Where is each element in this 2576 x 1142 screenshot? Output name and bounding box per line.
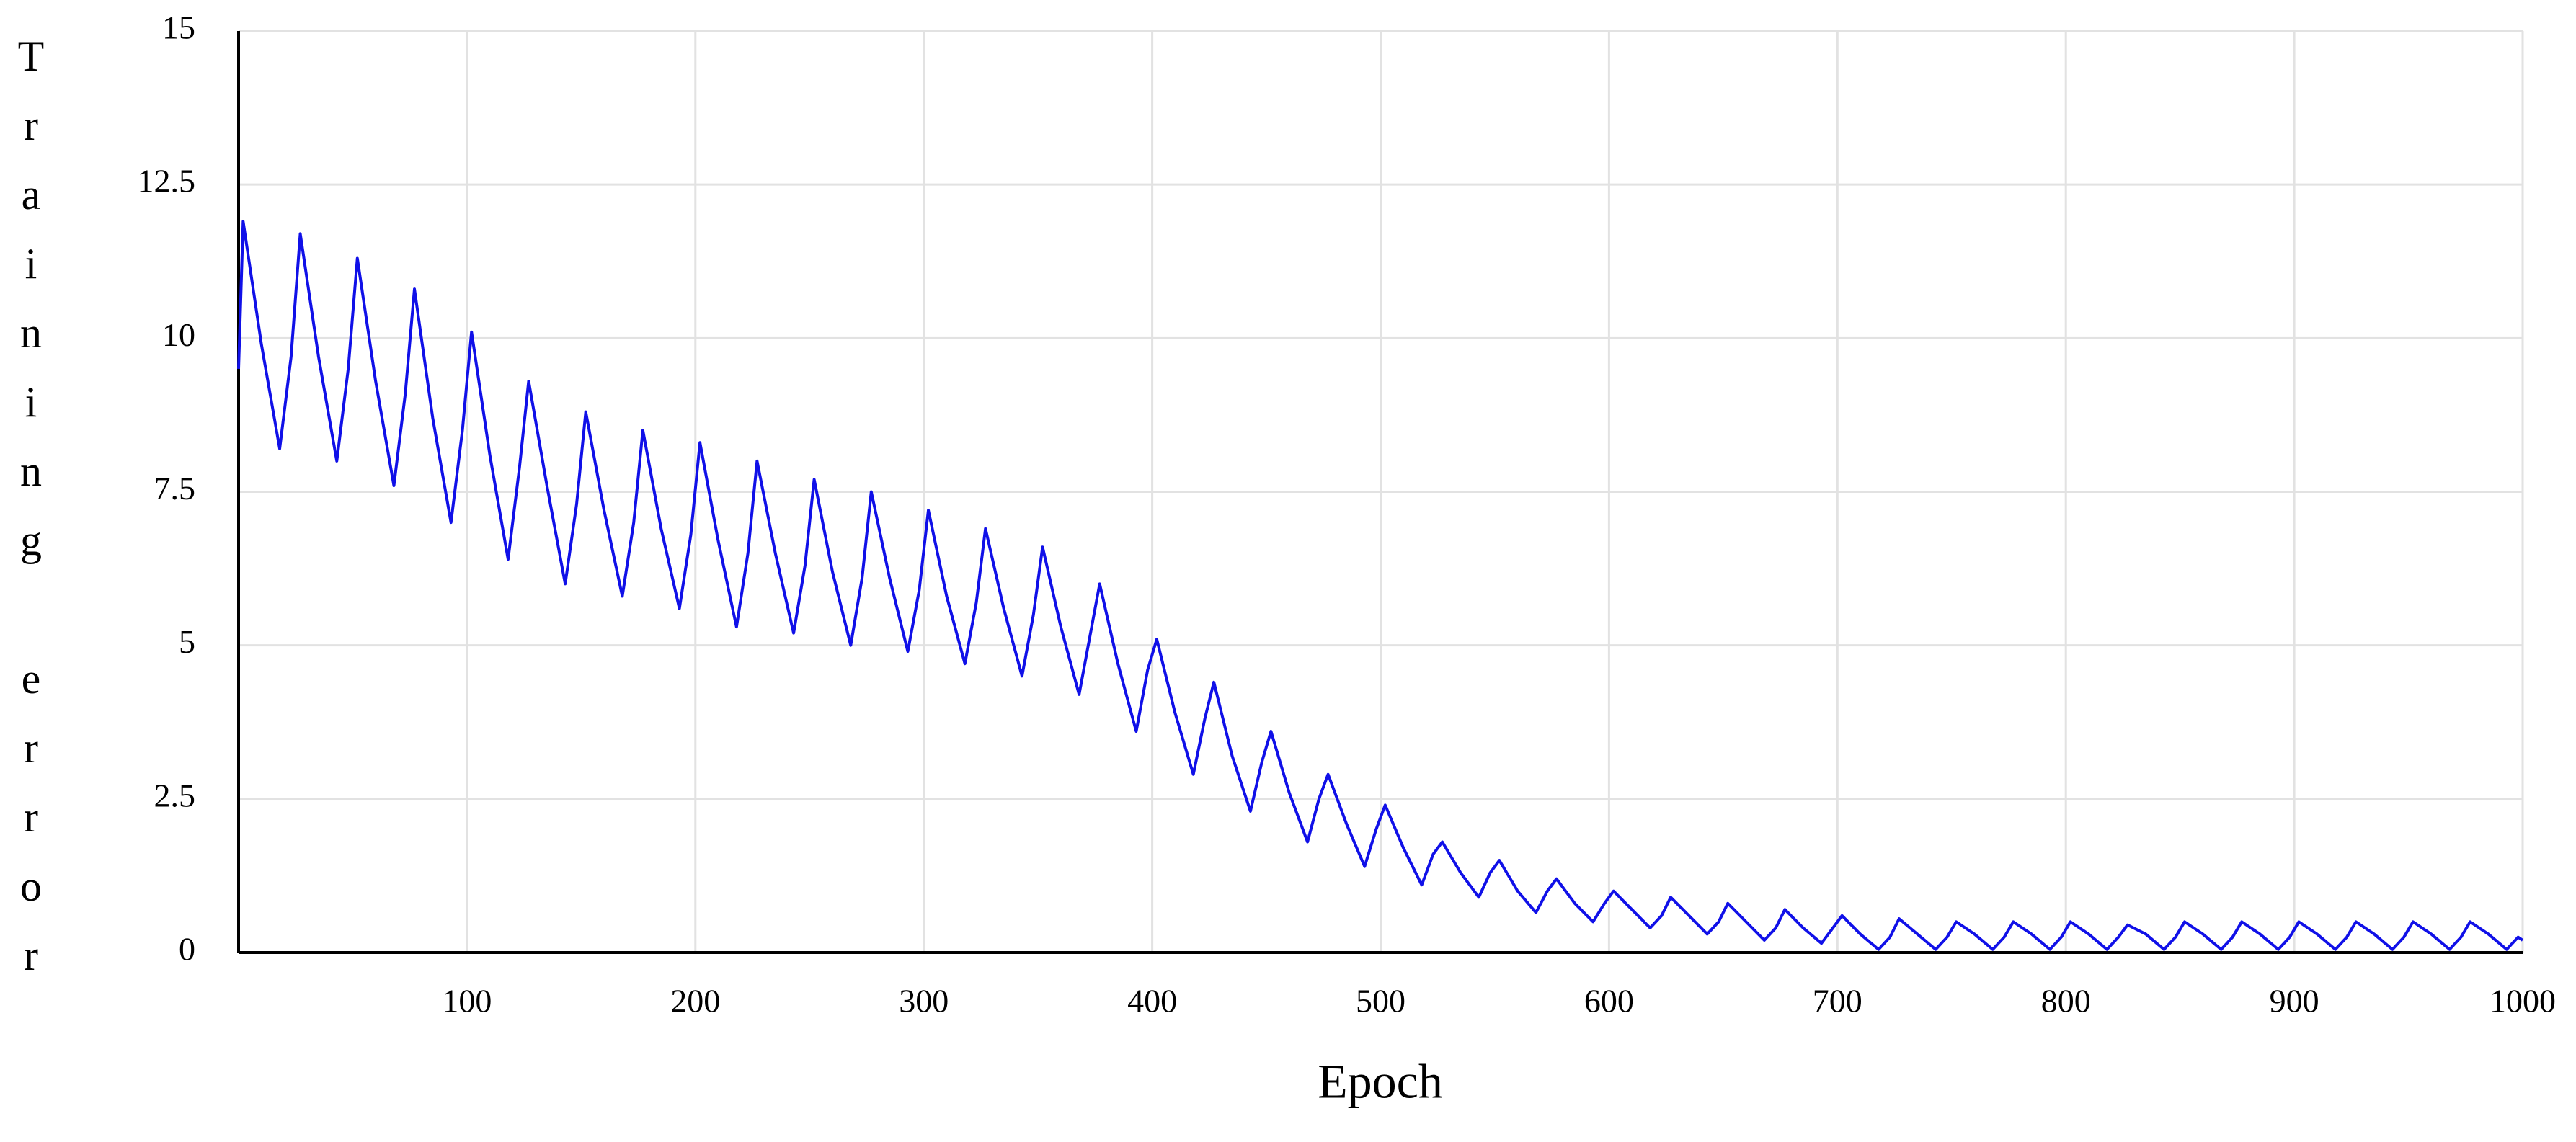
y-tick-label: 0	[179, 931, 195, 968]
y-tick-label: 10	[162, 316, 195, 353]
line	[237, 220, 2524, 951]
x-tick-label: 800	[2041, 983, 2091, 1020]
x-axis-label: Epoch	[1318, 1054, 1443, 1109]
x-tick-label: 600	[1584, 983, 1634, 1020]
x-tick-label: 400	[1127, 983, 1177, 1020]
x-tick-label: 900	[2270, 983, 2319, 1020]
y-tick-label: 7.5	[154, 470, 196, 507]
y-tick-label: 12.5	[138, 163, 196, 200]
y-tick-label: 5	[179, 623, 195, 660]
x-tick-label: 300	[899, 983, 949, 1020]
x-tick-label: 100	[442, 983, 492, 1020]
y-tick-label: 2.5	[154, 777, 196, 813]
x-tick-label: 200	[670, 983, 720, 1020]
x-tick-label: 1000	[2490, 983, 2556, 1020]
x-tick-label: 500	[1356, 983, 1405, 1020]
y-axis-label: Training error	[7, 32, 55, 1001]
y-tick-label: 15	[162, 9, 195, 46]
x-tick-label: 700	[1813, 983, 1862, 1020]
